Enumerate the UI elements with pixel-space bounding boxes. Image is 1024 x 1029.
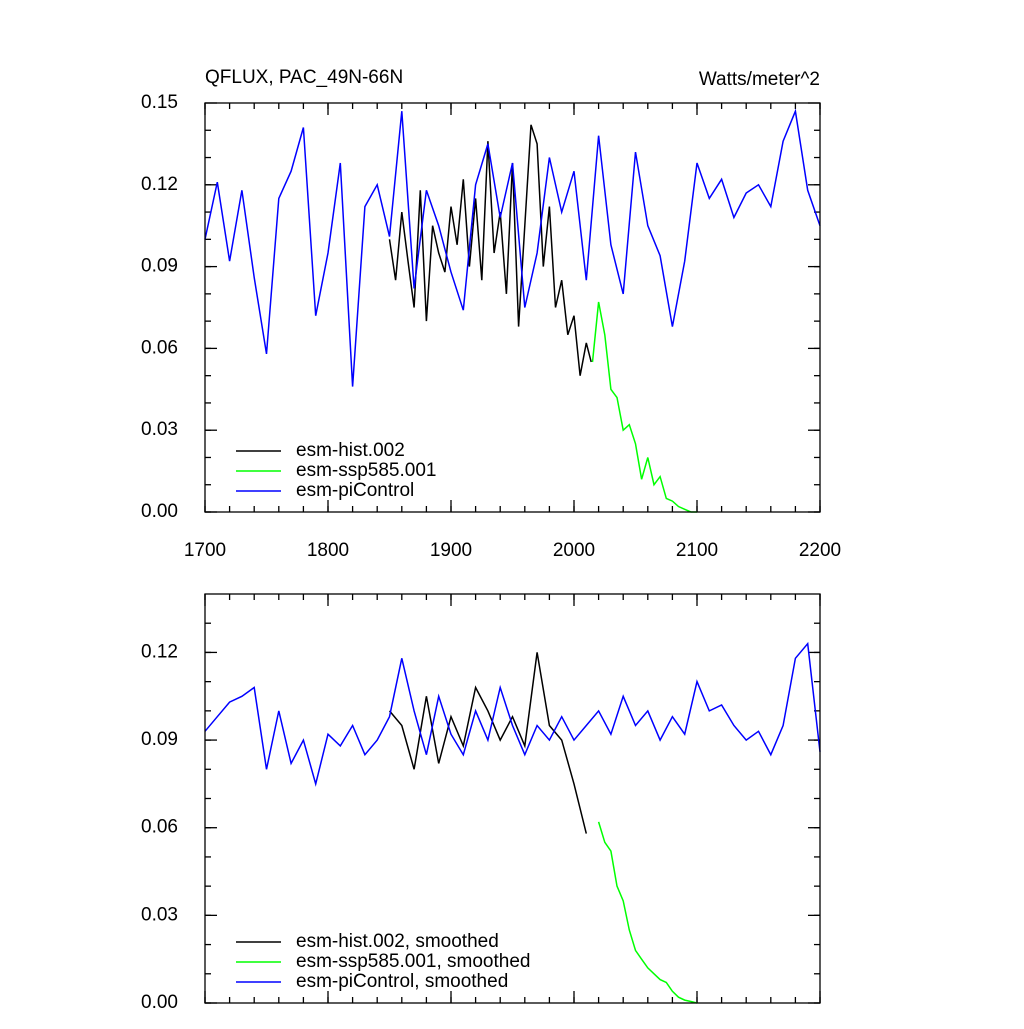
legend-label: esm-ssp585.001 bbox=[296, 460, 436, 481]
y-tick-label: 0.03 bbox=[141, 419, 178, 440]
y-tick-label: 0.12 bbox=[141, 174, 178, 195]
plot-frame bbox=[204, 102, 821, 513]
y-tick-label: 0.06 bbox=[141, 337, 178, 358]
legend-label: esm-hist.002 bbox=[296, 440, 405, 461]
series-line bbox=[204, 108, 821, 387]
y-tick-label: 0.03 bbox=[141, 904, 178, 925]
y-tick-label: 0.00 bbox=[141, 501, 178, 522]
units-label: Watts/meter^2 bbox=[699, 69, 820, 90]
x-tick-label: 1700 bbox=[184, 540, 226, 561]
x-tick-label: 1900 bbox=[430, 540, 472, 561]
x-tick-label: 2200 bbox=[799, 540, 841, 561]
y-tick-label: 0.09 bbox=[141, 729, 178, 750]
x-tick-label: 1800 bbox=[307, 540, 349, 561]
series-line bbox=[597, 821, 698, 1004]
series-line bbox=[388, 124, 592, 376]
series-line bbox=[591, 301, 697, 513]
legend-label: esm-hist.002, smoothed bbox=[296, 931, 499, 952]
legend-label: esm-piControl, smoothed bbox=[296, 971, 508, 992]
series-line bbox=[204, 641, 821, 787]
series-line bbox=[388, 652, 588, 834]
y-tick-label: 0.09 bbox=[141, 256, 178, 277]
y-tick-label: 0.12 bbox=[141, 641, 178, 662]
y-tick-label: 0.06 bbox=[141, 817, 178, 838]
chart-title: QFLUX, PAC_49N-66N bbox=[205, 67, 403, 88]
y-tick-label: 0.15 bbox=[141, 92, 178, 113]
x-tick-label: 2100 bbox=[676, 540, 718, 561]
y-tick-label: 0.00 bbox=[141, 992, 178, 1013]
legend-label: esm-piControl bbox=[296, 480, 414, 501]
x-tick-label: 2000 bbox=[553, 540, 595, 561]
legend-label: esm-ssp585.001, smoothed bbox=[296, 951, 530, 972]
plot-frame bbox=[204, 593, 821, 1004]
